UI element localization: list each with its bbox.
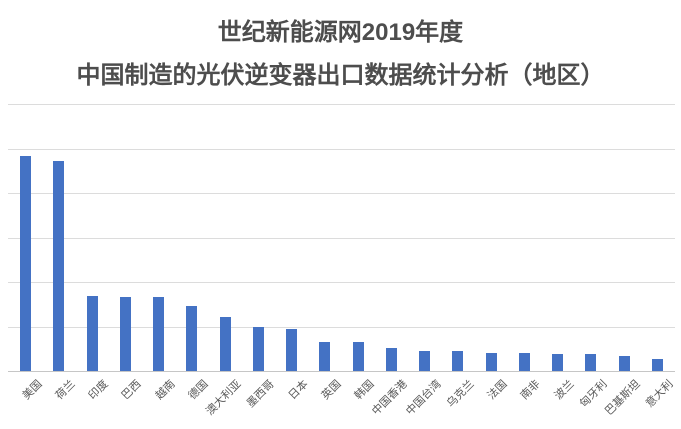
bar-英国 <box>319 341 331 371</box>
gridline <box>8 193 675 194</box>
bar-南非 <box>518 353 530 371</box>
bar-墨西哥 <box>252 326 264 371</box>
bar-韩国 <box>352 341 364 371</box>
bar-中国台湾 <box>419 350 431 371</box>
plot-area <box>8 104 675 372</box>
bar-日本 <box>286 329 298 371</box>
x-axis-labels: 美国 荷兰 印度 巴西 越南 德国 澳大利亚 墨西哥 日本 英国 韩国 中国香港 中国台湾 乌克兰 法国 南非… <box>9 375 676 429</box>
x-axis-label-意大利: 意大利 <box>515 375 676 410</box>
bar-荷兰 <box>53 160 65 371</box>
gridline <box>8 148 675 150</box>
bar-波兰 <box>552 353 564 371</box>
x-axis-label-text: 意大利 <box>644 378 676 410</box>
bar-匈牙利 <box>585 353 597 371</box>
chart-title-line1: 世纪新能源网2019年度 <box>217 19 464 46</box>
bar-印度 <box>86 295 98 371</box>
bar-澳大利亚 <box>219 317 231 371</box>
bar-巴西 <box>119 296 131 371</box>
gridline <box>8 104 675 105</box>
bar-德国 <box>186 306 198 371</box>
bar-越南 <box>153 296 165 371</box>
x-axis-line <box>8 371 675 372</box>
bar-美国 <box>20 155 32 371</box>
bar-中国香港 <box>385 348 397 371</box>
bar-意大利 <box>651 359 663 371</box>
bar-法国 <box>485 352 497 371</box>
gridline <box>8 282 675 283</box>
gridline <box>8 237 675 239</box>
gridline <box>8 326 675 328</box>
bar-巴基斯坦 <box>618 356 630 371</box>
bar-乌克兰 <box>452 350 464 371</box>
chart-title-line2: 中国制造的光伏逆变器出口数据统计分析（地区） <box>76 62 605 89</box>
